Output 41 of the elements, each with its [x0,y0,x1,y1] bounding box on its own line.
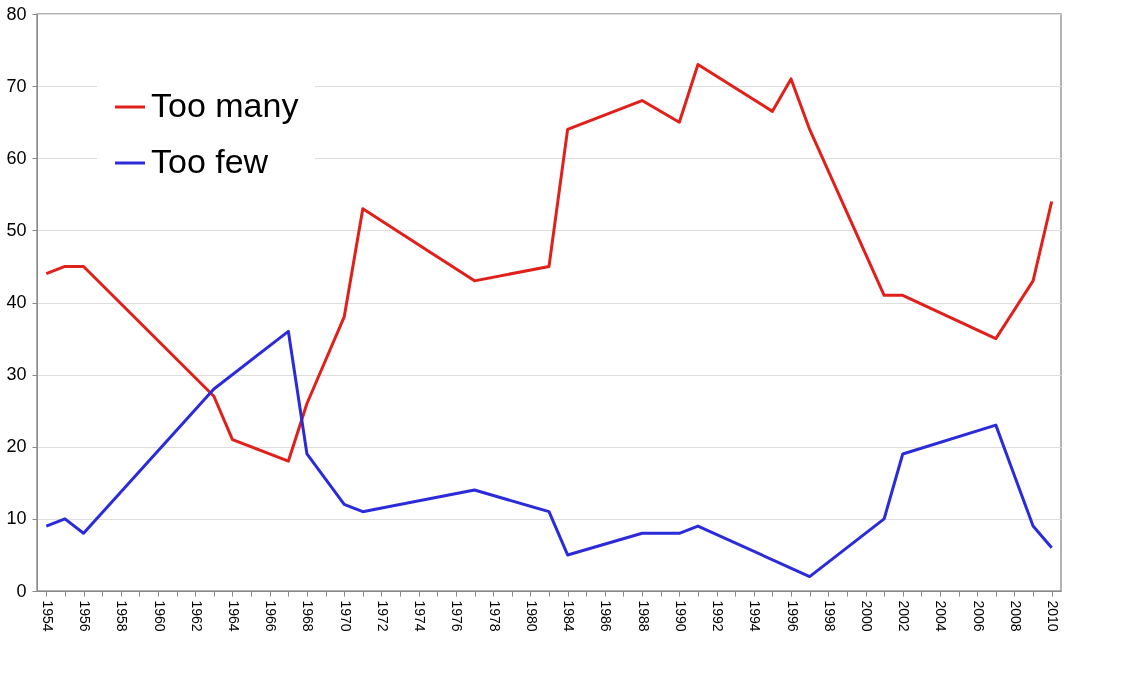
y-tick-label: 0 [16,580,27,601]
y-tick-label: 50 [6,219,27,240]
legend-label: Too few [151,142,269,180]
x-tick-label: 1972 [374,600,391,632]
x-tick-label: 1962 [188,600,205,632]
x-tick-label: 1968 [300,600,317,632]
x-tick-label: 2008 [1007,600,1024,632]
y-tick-label: 10 [6,508,27,529]
x-tick-label: 1956 [77,600,94,632]
x-tick-label: 1966 [263,600,280,632]
y-tick-label: 20 [6,436,27,457]
x-tick-label: 2002 [896,600,913,632]
x-tick-label: 1960 [151,600,168,632]
x-tick-label: 2000 [859,600,876,632]
x-tick-label: 2006 [970,600,987,632]
x-tick-label: 1958 [114,600,131,632]
x-tick-label: 1996 [784,600,801,632]
x-tick-label: 1992 [710,600,727,632]
x-tick-label: 1994 [747,600,764,632]
x-tick-label: 1986 [598,600,615,632]
x-tick-label: 1988 [635,600,652,632]
x-tick-label: 1978 [486,600,503,632]
y-tick-label: 30 [6,364,27,385]
x-tick-label: 2010 [1045,600,1062,632]
legend-label: Too many [151,86,299,124]
x-tick-label: 1970 [337,600,354,632]
x-tick-label: 1954 [39,600,56,632]
y-tick-label: 60 [6,147,27,168]
line-series [44,62,1054,463]
y-tick-label: 70 [6,75,27,96]
y-tick-label: 80 [6,3,27,24]
y-tick-label: 40 [6,292,27,312]
line-series [44,329,1054,579]
x-tick-label: 1980 [523,600,540,632]
x-tick-label: 1990 [672,600,689,632]
x-tick-label: 1998 [821,600,838,632]
x-tick-label: 1984 [561,600,578,632]
x-tick-label: 1976 [449,600,466,632]
x-tick-label: 1964 [225,600,242,632]
x-tick-label: 2004 [933,600,950,632]
x-tick-label: 1974 [412,600,429,632]
